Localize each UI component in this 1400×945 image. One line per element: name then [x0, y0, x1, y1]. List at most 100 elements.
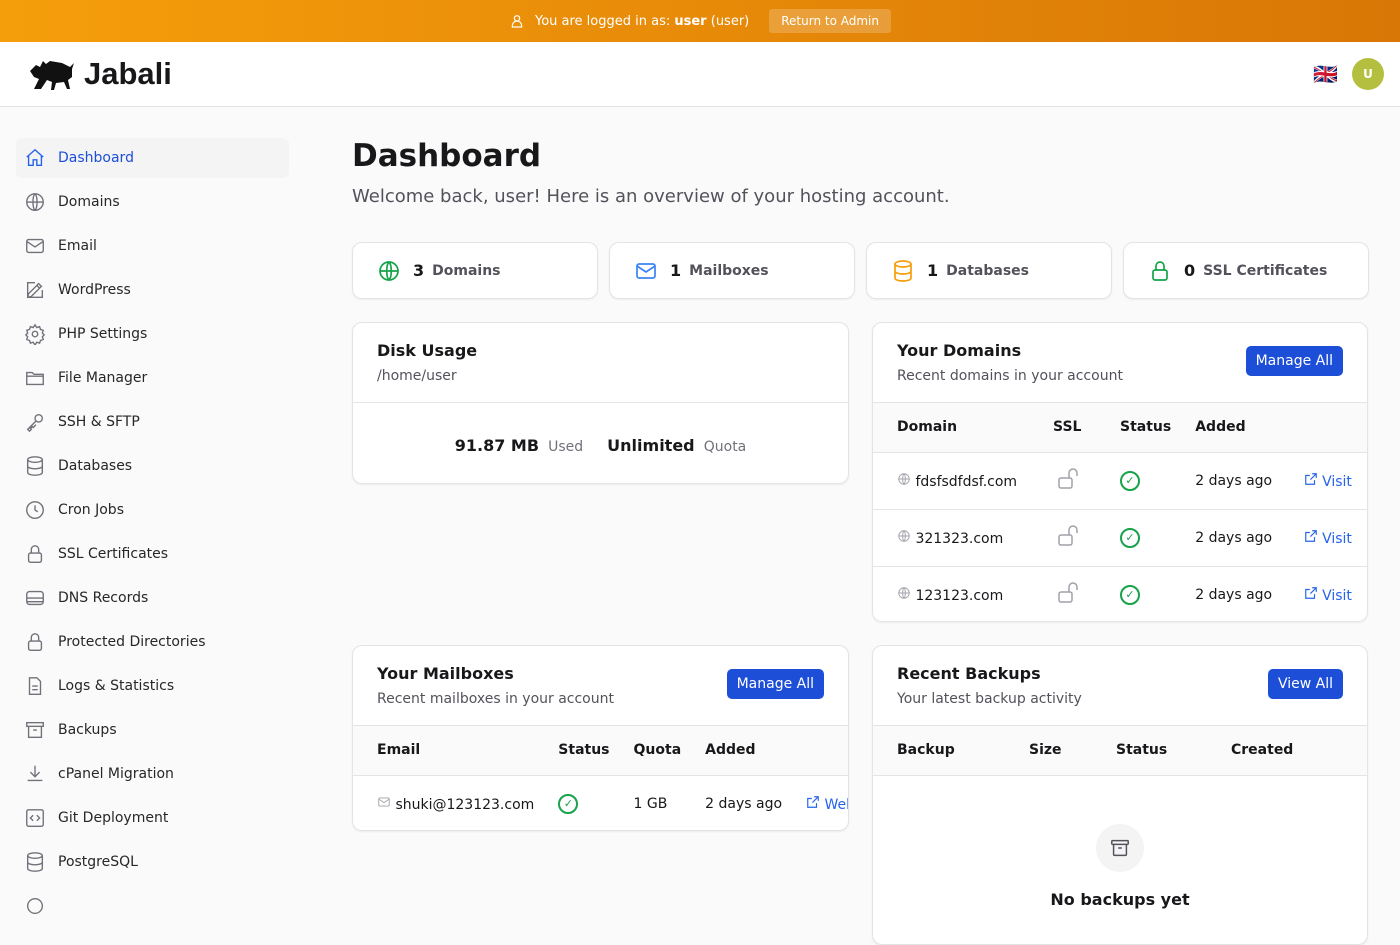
- backups-title: Recent Backups: [897, 664, 1041, 683]
- stat-card-mailboxes[interactable]: 1 Mailboxes: [609, 242, 855, 299]
- globe-icon: [898, 529, 910, 542]
- stat-card-domains[interactable]: 3 Domains: [352, 242, 598, 299]
- webmail-link[interactable]: Webmail: [806, 795, 848, 813]
- clock-icon: [26, 501, 44, 519]
- sidebar-item-label: Dashboard: [58, 150, 134, 166]
- view-all-backups-button[interactable]: View All: [1267, 669, 1343, 699]
- sidebar-item-cpanel-migration[interactable]: cPanel Migration: [16, 754, 289, 794]
- sidebar-item-postgresql[interactable]: PostgreSQL: [16, 842, 289, 882]
- sidebar-item-label: Protected Directories: [58, 634, 206, 650]
- brand-name: Jabali: [84, 56, 172, 91]
- visit-link[interactable]: Visit: [1304, 586, 1352, 604]
- sidebar-item-domains[interactable]: Domains: [16, 182, 289, 222]
- globe-icon: [26, 193, 44, 211]
- disk-path: /home/user: [377, 368, 457, 384]
- col-added: Added: [681, 726, 783, 776]
- header: Jabali 🇬🇧 U: [0, 42, 1400, 107]
- col-quota: Quota: [609, 726, 682, 776]
- disk-title: Disk Usage: [377, 341, 478, 360]
- key-icon: [26, 413, 44, 433]
- external-link-icon: [1304, 529, 1317, 542]
- user-icon: [511, 15, 523, 28]
- domain-name: 321323.com: [915, 530, 1004, 547]
- sidebar-item-ssl-certificates[interactable]: SSL Certificates: [16, 534, 289, 574]
- brand-logo[interactable]: Jabali: [28, 56, 172, 92]
- col-added: Added: [1171, 403, 1304, 453]
- stat-label: Domains: [432, 262, 501, 279]
- sidebar-item-label: PHP Settings: [58, 326, 148, 342]
- sidebar-item-dns-records[interactable]: DNS Records: [16, 578, 289, 618]
- col-size: Size: [1005, 726, 1092, 776]
- col-created: Created: [1207, 726, 1367, 776]
- status-active-icon: ✓: [1120, 584, 1140, 605]
- globe-icon: [379, 260, 399, 281]
- unlocked-icon: [1058, 467, 1078, 489]
- disk-used-label: Used: [548, 439, 584, 455]
- sidebar-item-databases[interactable]: Databases: [16, 446, 289, 486]
- manage-domains-button[interactable]: Manage All: [1245, 346, 1343, 376]
- sidebar-item-ssh-sftp[interactable]: SSH & SFTP: [16, 402, 289, 442]
- sidebar-item-label: SSL Certificates: [58, 546, 169, 562]
- visit-link[interactable]: Visit: [1304, 529, 1352, 547]
- unlocked-icon: [1058, 524, 1078, 546]
- domain-name: fdsfsdfdsf.com: [915, 473, 1018, 490]
- visit-link[interactable]: Visit: [1304, 472, 1352, 490]
- manage-mailboxes-button[interactable]: Manage All: [726, 669, 824, 699]
- sidebar-item-wordpress[interactable]: WordPress: [16, 270, 289, 310]
- sidebar-item-email[interactable]: Email: [16, 226, 289, 266]
- sidebar-item-protected-directories[interactable]: Protected Directories: [16, 622, 289, 662]
- sidebar-item-label: File Manager: [58, 370, 148, 386]
- col-status: Status: [1092, 726, 1207, 776]
- document-icon: [28, 677, 42, 695]
- domains-card: Your Domains Recent domains in your accou…: [872, 322, 1368, 622]
- avatar[interactable]: U: [1352, 58, 1384, 90]
- sidebar: Dashboard Domains Email WordPress PHP Settin…: [16, 138, 289, 930]
- sidebar-item-label: Email: [58, 238, 97, 254]
- disk-quota-label: Quota: [703, 439, 747, 455]
- backups-card: Recent Backups Your latest backup activit…: [872, 645, 1368, 945]
- sidebar-item-backups[interactable]: Backups: [16, 710, 289, 750]
- boar-logo-icon: [30, 61, 74, 90]
- sidebar-item-dashboard[interactable]: Dashboard: [16, 138, 289, 178]
- sidebar-item-file-manager[interactable]: File Manager: [16, 358, 289, 398]
- status-active-icon: ✓: [1120, 527, 1140, 548]
- globe-icon: [898, 472, 910, 485]
- col-status: Status: [534, 726, 610, 776]
- sidebar-item-label: SSH & SFTP: [58, 414, 140, 430]
- globe-icon: [898, 587, 910, 599]
- col-status: Status: [1085, 403, 1172, 453]
- impersonation-banner: You are logged in as: user (user) Return…: [0, 0, 1400, 42]
- mailbox-added: 2 days ago: [705, 795, 783, 812]
- sidebar-item-label: Domains: [58, 194, 120, 210]
- col-email: Email: [353, 726, 535, 776]
- sidebar-item-cron-jobs[interactable]: Cron Jobs: [16, 490, 289, 530]
- stat-label: Databases: [946, 262, 1029, 279]
- envelope-icon: [636, 262, 656, 279]
- sidebar-item-label: cPanel Migration: [58, 766, 174, 782]
- domain-added: 2 days ago: [1195, 472, 1273, 489]
- server-icon: [26, 590, 44, 606]
- sidebar-item-more[interactable]: [16, 886, 289, 926]
- mailbox-quota: 1 GB: [633, 795, 668, 812]
- table-row: 321323.com ✓ 2 days ago Visit: [873, 509, 1367, 567]
- language-flag-icon[interactable]: 🇬🇧: [1313, 62, 1338, 86]
- impersonation-text: You are logged in as: user (user): [534, 13, 750, 29]
- archive-icon: [1096, 823, 1144, 872]
- table-row: 123123.com ✓ 2 days ago Visit: [873, 566, 1367, 621]
- status-active-icon: ✓: [1120, 470, 1140, 491]
- sidebar-item-php-settings[interactable]: PHP Settings: [16, 314, 289, 354]
- lock-icon: [27, 545, 43, 563]
- code-icon: [26, 809, 44, 827]
- stat-card-ssl-certificates[interactable]: 0 SSL Certificates: [1123, 242, 1369, 299]
- sidebar-item-label: Databases: [58, 458, 133, 474]
- sidebar-item-label: Cron Jobs: [58, 502, 124, 518]
- stat-card-databases[interactable]: 1 Databases: [866, 242, 1112, 299]
- stat-value: 0: [1184, 261, 1196, 280]
- backups-subtitle: Your latest backup activity: [897, 691, 1082, 707]
- sidebar-item-logs-statistics[interactable]: Logs & Statistics: [16, 666, 289, 706]
- mailboxes-card: Your Mailboxes Recent mailboxes in your a…: [352, 645, 849, 831]
- envelope-icon: [26, 238, 44, 254]
- lock-icon: [27, 633, 43, 651]
- return-to-admin-button[interactable]: Return to Admin: [769, 9, 891, 33]
- sidebar-item-git-deployment[interactable]: Git Deployment: [16, 798, 289, 838]
